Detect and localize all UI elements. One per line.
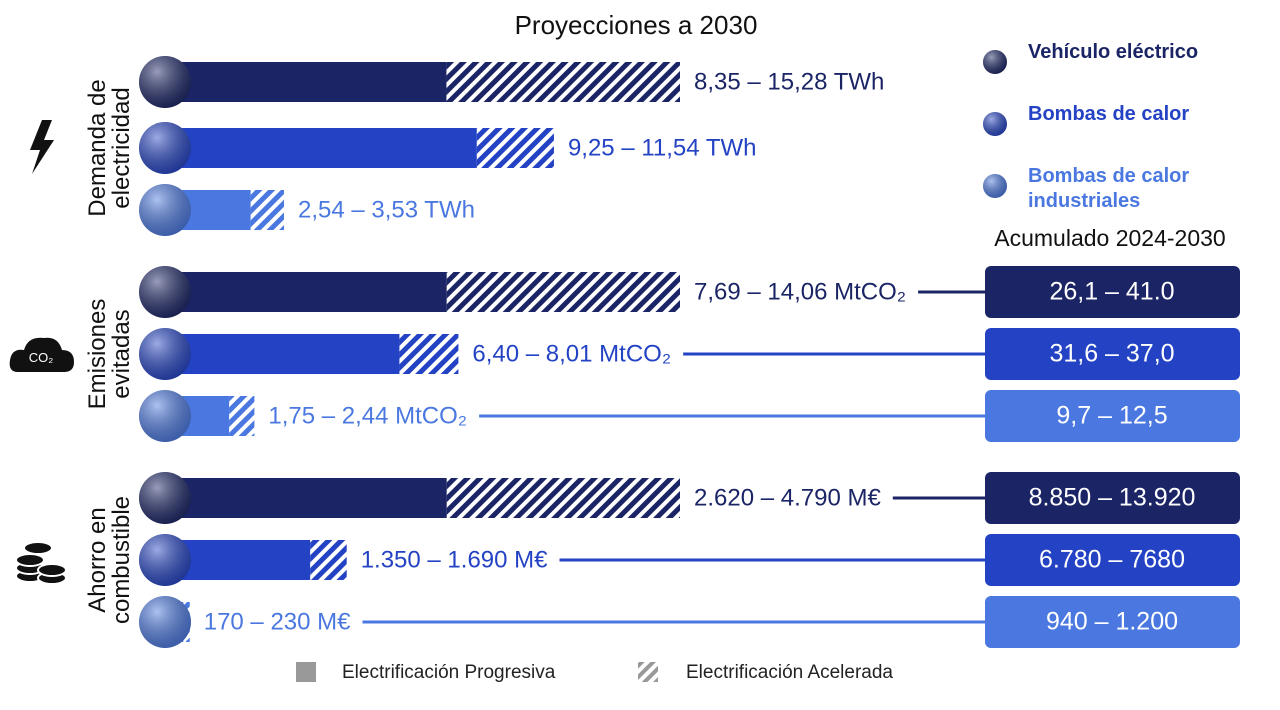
cloud-icon <box>9 337 75 372</box>
bar-cap-shine <box>139 472 191 524</box>
legend-shine <box>983 112 1007 136</box>
bar-high <box>229 396 255 436</box>
bar-high <box>250 190 284 230</box>
coins-icon <box>15 541 67 585</box>
bar-low <box>165 478 447 518</box>
value-label: 8,35 – 15,28 TWh <box>694 68 884 95</box>
value-label: 2,54 – 3,53 TWh <box>298 196 475 223</box>
cumulative-box <box>985 534 1240 586</box>
legend-label: Vehículo eléctrico <box>1028 41 1199 63</box>
legend-shine <box>983 50 1007 74</box>
legend-text: Electrificación Acelerada <box>686 662 893 683</box>
bar-low <box>165 272 447 312</box>
bar-cap-shine <box>139 328 191 380</box>
bar-low <box>165 128 477 168</box>
legend-label: Bombas de calor industriales <box>1028 165 1190 212</box>
cumulative-value: 8.850 – 13.920 <box>1029 484 1196 512</box>
bar-high <box>446 272 680 312</box>
bar-cap-shine <box>139 534 191 586</box>
cumulative-box <box>985 596 1240 648</box>
value-label: 7,69 – 14,06 MtCO₂ <box>694 278 906 305</box>
value-label: 1,75 – 2,44 MtCO₂ <box>268 402 467 429</box>
group-label: Ahorro en combustible <box>84 495 135 625</box>
bar-cap-shine <box>139 390 191 442</box>
cumulative-value: 9,7 – 12,5 <box>1056 402 1167 430</box>
cumulative-box <box>985 266 1240 318</box>
cumulative-value: 26,1 – 41.0 <box>1049 278 1174 306</box>
cumulative-title: Acumulado 2024-2030 <box>994 225 1225 251</box>
bar-cap-shine <box>139 122 191 174</box>
group-label: Emisiones evitadas <box>84 298 135 410</box>
cumulative-box <box>985 472 1240 524</box>
legend-label: Bombas de calor <box>1028 103 1190 125</box>
lightning-icon <box>30 120 54 174</box>
bar-low <box>165 62 447 102</box>
group-label: Demanda de electricidad <box>84 79 135 217</box>
cumulative-value: 31,6 – 37,0 <box>1049 340 1174 368</box>
bar-cap-shine <box>139 184 191 236</box>
bar-low <box>165 334 400 374</box>
bar-high <box>446 478 680 518</box>
cloud-text: CO₂ <box>29 350 54 365</box>
value-label: 1.350 – 1.690 M€ <box>361 546 548 573</box>
value-label: 9,25 – 11,54 TWh <box>568 134 757 161</box>
cumulative-box <box>985 390 1240 442</box>
bar-cap-shine <box>139 266 191 318</box>
bar-high <box>399 334 459 374</box>
bar-cap-shine <box>139 56 191 108</box>
bar-high <box>310 540 347 580</box>
cumulative-box <box>985 328 1240 380</box>
bar-high <box>476 128 554 168</box>
cumulative-value: 6.780 – 7680 <box>1039 546 1185 574</box>
value-label: 6,40 – 8,01 MtCO₂ <box>472 340 671 367</box>
bar-cap-shine <box>139 596 191 648</box>
legend-swatch <box>638 662 658 682</box>
bar-high <box>446 62 680 102</box>
value-label: 170 – 230 M€ <box>204 608 351 635</box>
chart-title: Proyecciones a 2030 <box>515 10 758 40</box>
legend-text: Electrificación Progresiva <box>342 662 556 683</box>
legend-shine <box>983 174 1007 198</box>
cumulative-value: 940 – 1.200 <box>1046 608 1178 636</box>
value-label: 2.620 – 4.790 M€ <box>694 484 881 511</box>
legend-swatch <box>296 662 316 682</box>
